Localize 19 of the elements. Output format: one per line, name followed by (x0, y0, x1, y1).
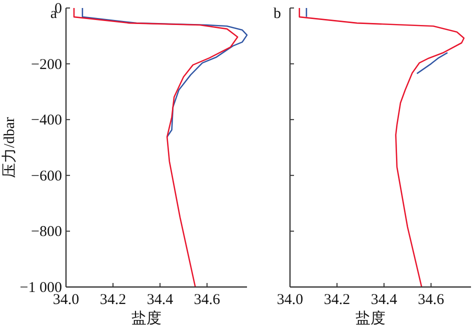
y-tick-label: 0 (54, 1, 62, 17)
x-tick-label: 34.2 (100, 292, 126, 308)
y-tick-label: −800 (31, 224, 62, 240)
line-series (73, 7, 238, 288)
x-tick-label: 34.4 (146, 292, 174, 308)
x-tick-label: 34.6 (418, 292, 445, 308)
x-axis-title: 盐度 (356, 310, 386, 327)
x-tick-label: 34.4 (370, 292, 398, 308)
y-tick-label: −600 (31, 168, 62, 184)
x-tick-label: 34.0 (276, 292, 304, 308)
y-tick-label: −400 (31, 112, 62, 129)
y-tick-label: −200 (31, 56, 62, 73)
y-axis-title: 压力/dbar (1, 117, 18, 178)
x-axis-title: 盐度 (132, 310, 162, 327)
line-series (82, 7, 248, 138)
x-tick-label: 34.2 (324, 292, 350, 308)
chart-title: b (274, 6, 281, 22)
x-tick-label: 34.6 (194, 292, 221, 308)
x-tick-label: 34.0 (52, 292, 80, 308)
